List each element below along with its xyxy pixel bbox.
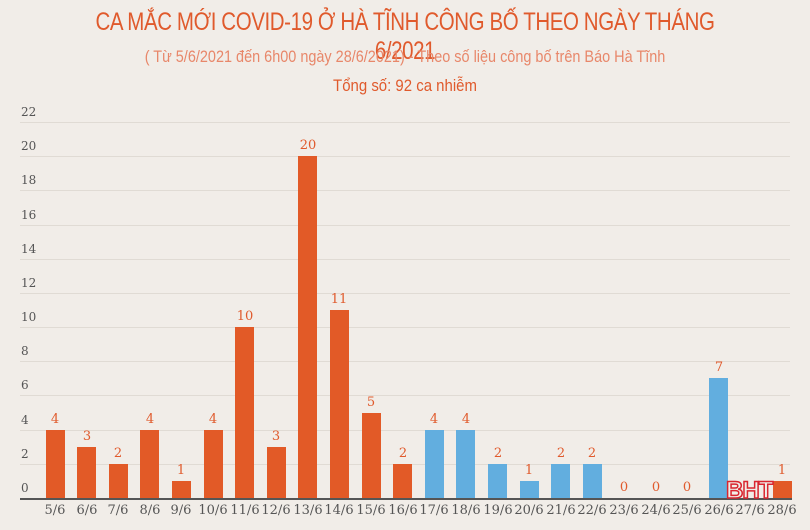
x-tick-label: 17/6 [419, 503, 449, 518]
bar-value-label: 11 [330, 292, 348, 307]
bar [709, 378, 728, 498]
x-tick-label: 7/6 [107, 503, 129, 518]
bar [330, 310, 349, 498]
bar-value-label: 4 [208, 412, 218, 427]
x-tick-label: 21/6 [546, 503, 576, 518]
gridline [20, 156, 790, 157]
bar-value-label: 2 [556, 446, 566, 461]
bar [204, 430, 223, 498]
x-tick-label: 11/6 [230, 503, 260, 518]
bar-value-label: 0 [651, 480, 661, 495]
y-tick-label: 20 [21, 139, 37, 153]
total-cases: Tổng số: 92 ca nhiễm [333, 76, 477, 95]
bar-value-label: 2 [113, 446, 123, 461]
y-tick-label: 0 [21, 481, 29, 495]
chart-subtitle: ( Từ 5/6/2021 đến 6h00 ngày 28/6/2021) -… [144, 47, 666, 66]
bar [298, 156, 317, 498]
chart-title: CA MẮC MỚI COVID-19 Ở HÀ TĨNH CÔNG BỐ TH… [95, 8, 715, 65]
bar-value-label: 1 [524, 463, 534, 478]
x-tick-label: 13/6 [293, 503, 323, 518]
y-tick-label: 4 [21, 413, 29, 427]
bar [583, 464, 602, 498]
bar [46, 430, 65, 498]
x-axis-line [20, 498, 792, 500]
bar-value-label: 2 [493, 446, 503, 461]
gridline [20, 259, 790, 260]
x-tick-label: 19/6 [483, 503, 513, 518]
bar [109, 464, 128, 498]
bar-value-label: 1 [176, 463, 186, 478]
bar [235, 327, 254, 498]
x-tick-label: 5/6 [44, 503, 66, 518]
y-tick-label: 18 [21, 173, 37, 187]
bar-value-label: 5 [366, 395, 376, 410]
bar-value-label: 4 [429, 412, 439, 427]
y-tick-label: 16 [21, 208, 37, 222]
bar [520, 481, 539, 498]
x-tick-label: 27/6 [735, 503, 765, 518]
bar [488, 464, 507, 498]
gridline [20, 122, 790, 123]
x-tick-label: 23/6 [609, 503, 639, 518]
bar-value-label: 2 [587, 446, 597, 461]
bar [77, 447, 96, 498]
bar [456, 430, 475, 498]
x-tick-label: 12/6 [261, 503, 291, 518]
gridline [20, 430, 790, 431]
bar-value-label: 4 [50, 412, 60, 427]
gridline [20, 361, 790, 362]
x-tick-label: 28/6 [767, 503, 797, 518]
bar-value-label: 10 [236, 309, 254, 324]
bar-value-label: 0 [682, 480, 692, 495]
y-tick-label: 22 [21, 105, 37, 119]
x-tick-label: 14/6 [324, 503, 354, 518]
bar [362, 413, 381, 498]
x-tick-label: 15/6 [356, 503, 386, 518]
bar [773, 481, 792, 498]
bar [172, 481, 191, 498]
x-tick-label: 24/6 [641, 503, 671, 518]
gridline [20, 395, 790, 396]
bar-value-label: 4 [145, 412, 155, 427]
x-tick-label: 26/6 [704, 503, 734, 518]
bar-value-label: 3 [271, 429, 281, 444]
x-tick-label: 8/6 [139, 503, 161, 518]
x-tick-label: 20/6 [514, 503, 544, 518]
gridline [20, 327, 790, 328]
bar-value-label: 0 [619, 480, 629, 495]
bar-value-label: 1 [777, 463, 787, 478]
gridline [20, 225, 790, 226]
x-tick-label: 9/6 [170, 503, 192, 518]
bar-value-label: 4 [461, 412, 471, 427]
x-tick-label: 10/6 [198, 503, 228, 518]
gridline [20, 293, 790, 294]
bar-value-label: 3 [82, 429, 92, 444]
bar-value-label: 20 [299, 138, 317, 153]
y-tick-label: 10 [21, 310, 37, 324]
x-tick-label: 16/6 [388, 503, 418, 518]
x-tick-label: 25/6 [672, 503, 702, 518]
x-tick-label: 18/6 [451, 503, 481, 518]
bar [267, 447, 286, 498]
bar [140, 430, 159, 498]
x-tick-label: 22/6 [577, 503, 607, 518]
y-tick-label: 6 [21, 378, 29, 392]
bar-value-label: 2 [398, 446, 408, 461]
bht-logo: BHT [725, 476, 774, 505]
bar [393, 464, 412, 498]
x-tick-label: 6/6 [76, 503, 98, 518]
y-tick-label: 12 [21, 276, 37, 290]
gridline [20, 190, 790, 191]
bar-value-label: 7 [714, 360, 724, 375]
y-tick-label: 14 [21, 242, 37, 256]
bar [425, 430, 444, 498]
y-tick-label: 8 [21, 344, 29, 358]
bar [551, 464, 570, 498]
y-tick-label: 2 [21, 447, 29, 461]
